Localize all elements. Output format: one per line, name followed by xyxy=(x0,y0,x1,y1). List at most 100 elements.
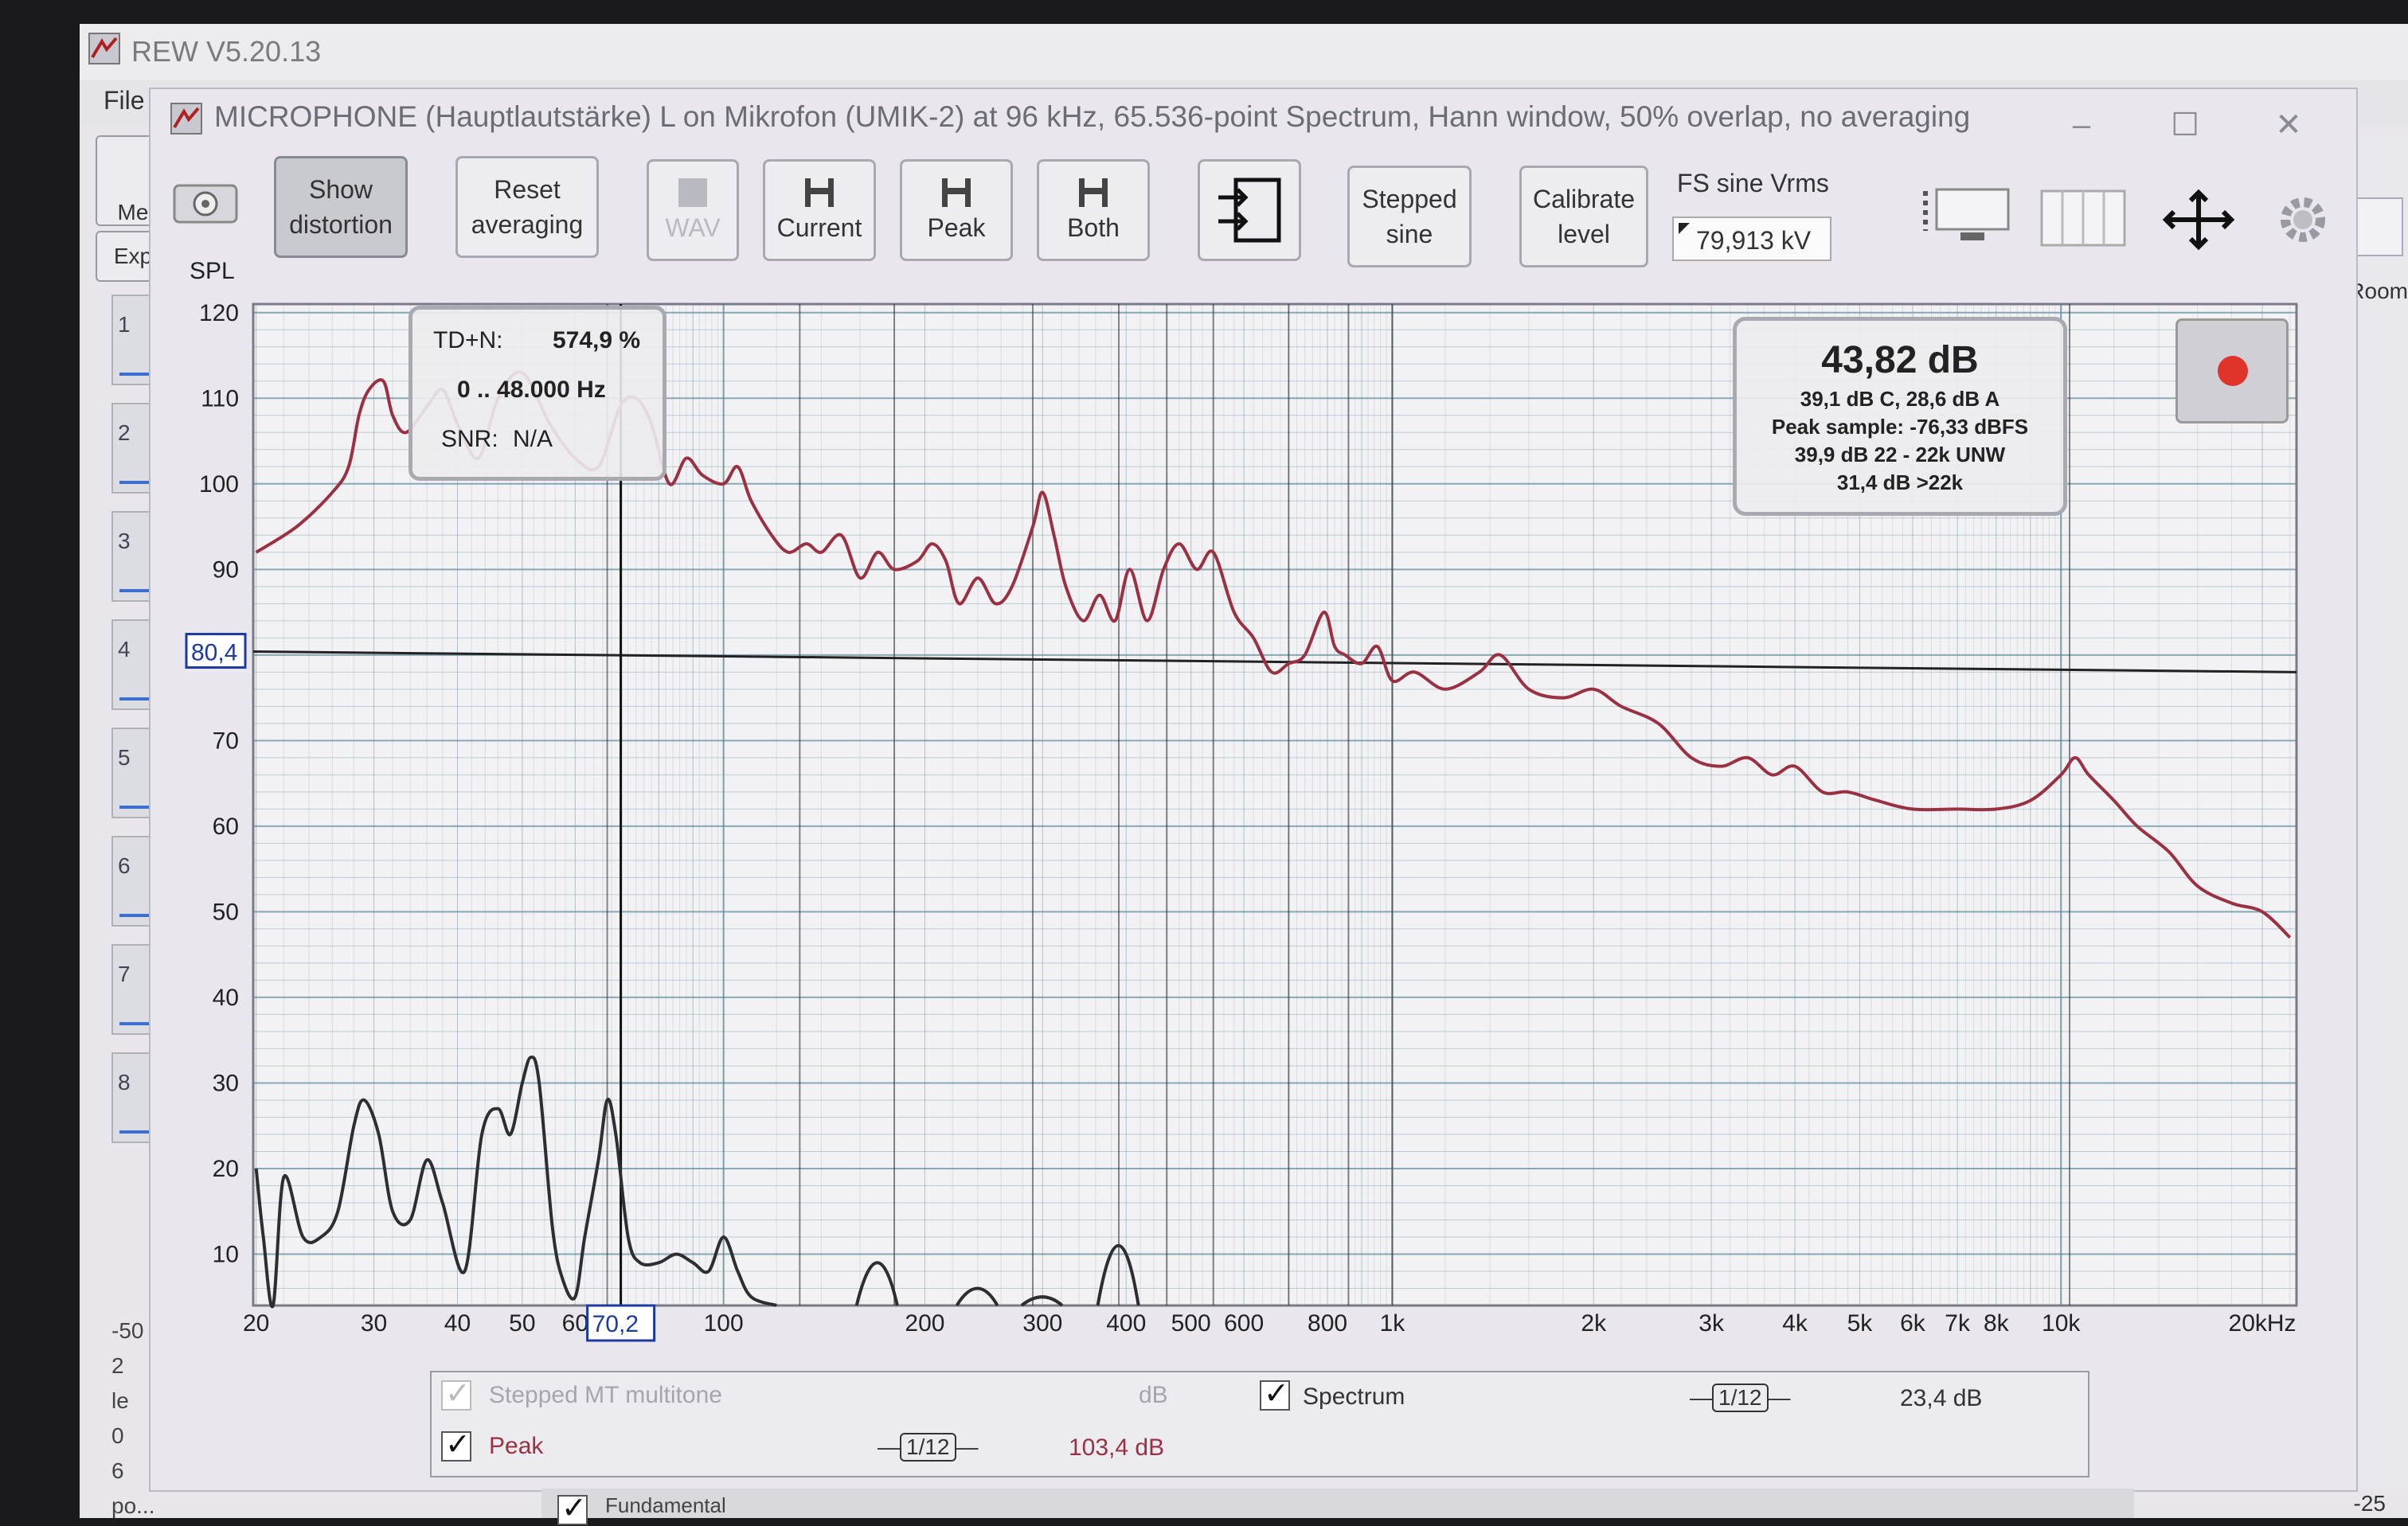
column-view-button[interactable] xyxy=(2039,188,2128,248)
y-tick-label: 10 xyxy=(213,1241,239,1267)
spl-peak-sample: Peak sample: -76,33 dBFS xyxy=(1771,415,2029,439)
spl-weighted: 39,1 dB C, 28,6 dB A xyxy=(1800,387,2000,411)
x-tick-label: 50 xyxy=(509,1310,535,1337)
spectrum-smoothing[interactable]: —1/12— xyxy=(1690,1384,1791,1412)
button-label: Stepped xyxy=(1362,185,1457,213)
y-tick-label: 120 xyxy=(199,300,239,326)
button-label: Calibrate xyxy=(1532,185,1636,213)
save-peak-button[interactable]: Peak xyxy=(900,159,1013,261)
export-data-button[interactable] xyxy=(1198,159,1301,261)
save-both-button[interactable]: Both xyxy=(1037,159,1150,261)
move-icon xyxy=(2162,189,2235,251)
x-tick-label: 2k xyxy=(1581,1310,1607,1337)
x-tick-label: 8k xyxy=(1984,1310,2010,1337)
menu-file[interactable]: File xyxy=(104,86,145,115)
save-icon xyxy=(1079,178,1108,207)
maximize-icon[interactable]: ☐ xyxy=(2171,107,2199,142)
x-tick-label: 6k xyxy=(1900,1310,1926,1337)
stepped-mt-label: Stepped MT multitone xyxy=(489,1382,722,1408)
slot-trace-line xyxy=(119,1130,159,1134)
slot-trace-line xyxy=(119,806,159,809)
y-tick-label: 100 xyxy=(199,471,239,498)
wav-button[interactable]: WAV xyxy=(647,159,739,261)
close-icon[interactable]: ✕ xyxy=(2275,107,2302,142)
record-icon xyxy=(2218,356,2248,386)
rew-logo-icon xyxy=(170,103,202,135)
x-tick-label: 10k xyxy=(2042,1310,2081,1337)
button-label: Peak xyxy=(927,213,986,242)
spectrum-bump xyxy=(1096,1244,1140,1306)
spectrum-checkbox[interactable] xyxy=(1260,1376,1290,1411)
rew-logo-icon xyxy=(88,33,120,64)
y-tick-label: 20 xyxy=(213,1156,239,1182)
slot-number: 2 xyxy=(118,420,131,445)
button-label: WAV xyxy=(665,213,721,242)
main-titlebar: REW V5.20.13 xyxy=(80,24,2408,80)
gear-icon xyxy=(2281,197,2325,242)
tdn-label: TD+N: xyxy=(433,327,503,353)
show-distortion-button[interactable]: Show distortion xyxy=(274,156,408,258)
reset-averaging-button[interactable]: Reset averaging xyxy=(455,156,599,258)
minimize-icon[interactable]: – xyxy=(2072,107,2091,142)
x-tick-label: 4k xyxy=(1782,1310,1808,1337)
record-button[interactable] xyxy=(2175,318,2289,423)
cursor-x-box xyxy=(586,1304,656,1342)
spectrum-value: 23,4 dB xyxy=(1900,1385,1983,1411)
y-axis-label: SPL xyxy=(190,258,235,284)
y-tick-label: 110 xyxy=(201,385,239,412)
slot-trace-line xyxy=(119,373,159,376)
spectrum-bump xyxy=(854,1261,899,1306)
spectrum-bump-layer xyxy=(854,1244,1140,1307)
peak-checkbox[interactable] xyxy=(441,1426,471,1462)
peak-smoothing[interactable]: —1/12— xyxy=(878,1433,979,1462)
horizontal-level-line xyxy=(252,650,2297,673)
room-label: Room xyxy=(2348,279,2408,303)
info-line: 6 xyxy=(111,1458,124,1483)
button-label: level xyxy=(1558,220,1610,248)
calibrate-level-button[interactable]: Calibrate level xyxy=(1519,166,1648,267)
button-label: sine xyxy=(1386,220,1433,248)
button-label: averaging xyxy=(471,210,584,239)
camera-button[interactable] xyxy=(169,167,242,239)
tdn-range: 0 .. 48.000 Hz xyxy=(457,377,606,403)
slot-number: 5 xyxy=(118,745,131,770)
save-current-button[interactable]: Current xyxy=(763,159,876,261)
x-tick-label: 800 xyxy=(1308,1310,1347,1337)
x-tick-label: 500 xyxy=(1171,1310,1211,1337)
series-spectrum-line xyxy=(254,1056,777,1309)
legend-panel: Stepped MT multitone dB Peak —1/12— 103,… xyxy=(430,1371,2089,1477)
fundamental-row: Fundamental xyxy=(541,1489,2134,1526)
spectrum-bump xyxy=(955,1286,999,1307)
move-button[interactable] xyxy=(2155,188,2242,252)
layout-button[interactable] xyxy=(1919,183,2015,247)
spectrum-label: Spectrum xyxy=(1303,1384,1405,1410)
export-icon xyxy=(1218,178,1281,243)
x-tick-label: 600 xyxy=(1224,1310,1264,1337)
x-tick-label: 200 xyxy=(905,1310,944,1337)
save-icon xyxy=(678,178,707,207)
save-icon xyxy=(942,178,971,207)
stepped-mt-checkbox[interactable] xyxy=(441,1376,471,1411)
x-tick-label: 100 xyxy=(704,1310,744,1337)
stepped-sine-button[interactable]: Stepped sine xyxy=(1347,166,1472,267)
info-line: le xyxy=(111,1388,129,1413)
slot-number: 6 xyxy=(118,853,131,878)
settings-button[interactable] xyxy=(2271,188,2335,252)
slot-number: 7 xyxy=(118,962,131,986)
slot-trace-line xyxy=(119,914,159,917)
measurements-label: Me xyxy=(117,200,149,224)
x-tick-label: 30 xyxy=(361,1310,387,1337)
fs-sine-input[interactable]: 79,913 kV xyxy=(1672,217,1831,261)
slot-trace-line xyxy=(119,589,159,592)
fundamental-checkbox[interactable] xyxy=(557,1490,588,1526)
x-tick-label: 20kHz xyxy=(2229,1310,2297,1337)
x-tick-label: 400 xyxy=(1106,1310,1146,1337)
room-sim-icon[interactable] xyxy=(2352,197,2403,256)
bars-icon xyxy=(2040,189,2126,247)
fundamental-label: Fundamental xyxy=(605,1493,726,1517)
harmonic-marker-layer xyxy=(606,304,2071,1305)
button-label: Current xyxy=(776,213,862,242)
cursor-x-value: 70,2 xyxy=(592,1311,639,1337)
spl-main-value: 43,82 dB xyxy=(1821,339,1979,381)
